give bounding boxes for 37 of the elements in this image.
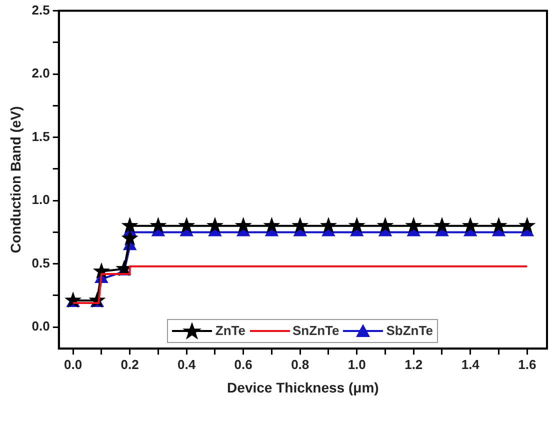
x-tick-label: 0.0 [64, 356, 82, 372]
point [234, 216, 252, 234]
point [206, 216, 224, 234]
point [376, 216, 394, 234]
y-tick-label: 1.5 [32, 128, 50, 144]
x-tick-label: 1.4 [461, 356, 480, 372]
y-tick-label: 2.5 [32, 2, 50, 18]
point [348, 216, 366, 234]
legend-label: SnZnTe [292, 323, 340, 338]
legend-label: ZnTe [215, 323, 246, 338]
point [518, 216, 536, 234]
point [121, 216, 138, 234]
x-tick-label: 0.4 [178, 356, 196, 372]
x-tick-label: 0.6 [234, 356, 252, 372]
x-tick-label: 0.2 [120, 356, 139, 372]
x-axis-title: Device Thickness (μm) [227, 379, 379, 396]
y-tick-label: 0.0 [32, 318, 50, 334]
point [178, 216, 196, 234]
y-axis-title: Conduction Band (eV) [7, 106, 24, 254]
point [121, 230, 138, 246]
x-tick-label: 1.0 [348, 356, 366, 372]
point [320, 216, 338, 234]
point [462, 216, 479, 234]
y-tick-label: 1.0 [32, 192, 50, 208]
x-tick-label: 1.2 [404, 356, 423, 372]
point [150, 216, 167, 234]
x-tick-label: 1.6 [518, 356, 536, 372]
point [433, 216, 451, 234]
y-tick-label: 0.5 [32, 255, 50, 270]
x-tick-label: 0.8 [291, 356, 310, 372]
point [405, 216, 422, 234]
point [490, 216, 508, 234]
legend-label: SbZnTe [386, 323, 433, 338]
point [292, 216, 309, 234]
y-tick-label: 2.0 [32, 66, 50, 81]
point [263, 216, 280, 234]
point [64, 292, 82, 308]
